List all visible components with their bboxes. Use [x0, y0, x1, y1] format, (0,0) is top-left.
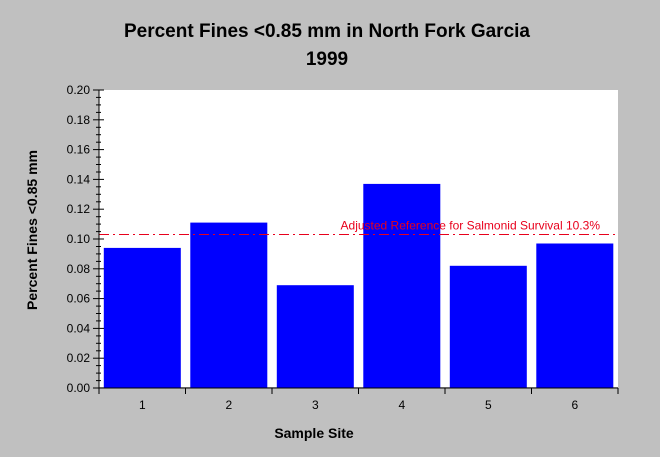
x-tick-label: 5	[485, 398, 492, 412]
y-tick-label: 0.16	[67, 143, 91, 157]
chart-title: Percent Fines <0.85 mm in North Fork Gar…	[124, 21, 530, 42]
y-axis-title: Percent Fines <0.85 mm	[24, 150, 40, 310]
x-tick-label: 4	[398, 398, 405, 412]
x-tick-label: 1	[139, 398, 146, 412]
y-tick-label: 0.04	[67, 321, 91, 335]
x-tick-label: 3	[312, 398, 319, 412]
y-tick-label: 0.06	[67, 292, 91, 306]
y-tick-label: 0.12	[67, 202, 91, 216]
bar-site-6	[536, 243, 614, 388]
y-tick-label: 0.00	[67, 381, 91, 395]
reference-line-label: Adjusted Reference for Salmonid Survival…	[341, 219, 601, 233]
bar-site-5	[449, 265, 527, 388]
y-tick-label: 0.02	[67, 351, 91, 365]
x-tick-label: 2	[225, 398, 232, 412]
y-tick-label: 0.10	[67, 232, 91, 246]
y-tick-label: 0.14	[67, 172, 91, 186]
chart-subtitle: 1999	[306, 49, 348, 70]
bar-site-3	[276, 285, 354, 388]
x-axis-title: Sample Site	[274, 425, 354, 441]
bar-site-4	[363, 183, 441, 388]
bar-site-1	[103, 247, 181, 388]
y-tick-label: 0.20	[67, 83, 91, 97]
y-axis-ticks: 0.00 0.02 0.04 0.06 0.08 0.10 0.12 0.14 0.16 0.18…	[67, 83, 104, 395]
x-axis-ticks: 1 2 3 4 5 6	[98, 388, 619, 412]
y-tick-label: 0.08	[67, 262, 91, 276]
x-tick-label: 6	[571, 398, 578, 412]
plot-area	[99, 90, 618, 387]
bar-group	[103, 183, 614, 388]
y-tick-label: 0.18	[67, 113, 91, 127]
bar-site-2	[190, 222, 268, 388]
reference-line-group: Adjusted Reference for Salmonid Survival…	[99, 219, 618, 235]
